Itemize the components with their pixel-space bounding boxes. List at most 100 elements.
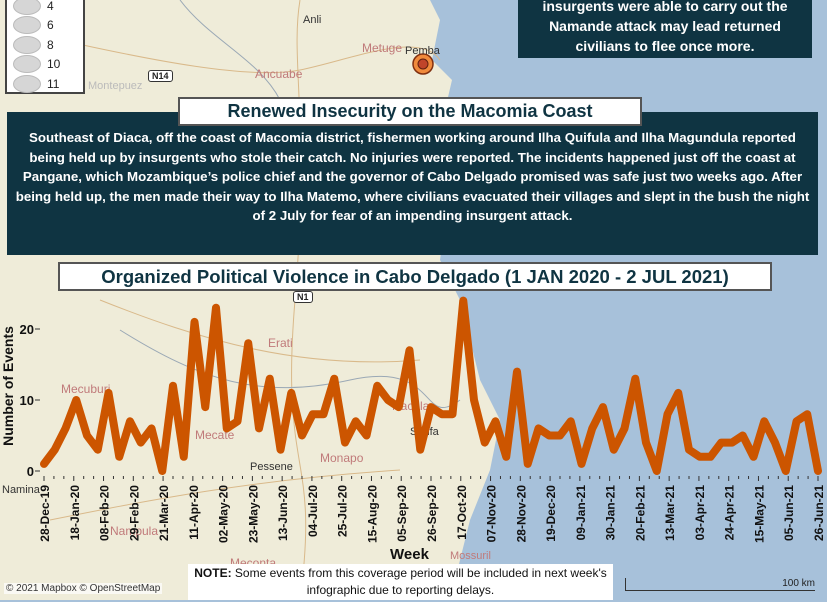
x-tick-label: 20-Feb-21 [633,485,647,541]
data-point [750,453,757,460]
place-label: Pemba [405,45,440,57]
road-shield: N14 [148,70,173,82]
data-point [557,432,563,439]
data-point [718,439,725,446]
note-box: NOTE: Some events from this coverage per… [188,564,613,600]
data-point [524,460,531,467]
data-point [84,432,90,439]
data-point [804,411,811,418]
data-point [675,389,682,396]
place-label: Mossuril [450,550,491,562]
legend-circle-icon [13,16,41,35]
callout-line: insurgents were able to carry out the [542,0,788,14]
x-tick-label: 05-Jun-21 [782,485,796,541]
data-point [94,446,101,453]
data-point [213,304,219,311]
note-text: Some events from this coverage period wi… [231,566,607,597]
y-tick-label: 10 [20,393,34,408]
data-point [277,446,284,453]
data-point [449,411,456,418]
x-tick-label: 15-May-21 [752,485,766,543]
x-tick-label: 04-Jul-20 [306,485,320,537]
x-tick-label: 15-Aug-20 [365,485,379,543]
legend-item: 8 [7,35,83,55]
legend-item: 4 [7,0,83,16]
callout-box: insurgents were able to carry out the Na… [518,0,812,58]
data-point [223,425,230,432]
x-tick-label: 18-Jan-20 [68,485,82,541]
x-tick-label: 11-Apr-20 [187,485,201,540]
data-point [363,432,370,439]
place-label: Pessene [250,461,293,473]
y-tick-label: 20 [20,322,34,337]
data-point [256,425,262,432]
data-point [729,439,735,446]
chart-title: Organized Political Violence in Cabo Del… [58,262,772,291]
x-tick-label: 26-Jun-21 [812,485,826,541]
story-text: Southeast of Diaca, off the coast of Mac… [15,130,810,224]
data-point [234,418,241,425]
data-point [191,318,198,325]
event-marker-core [417,58,429,70]
x-tick-label: 30-Jan-21 [604,485,618,541]
data-point [374,382,381,389]
legend-circle-icon [13,35,41,54]
x-tick-label: 28-Nov-20 [514,485,528,543]
data-point [653,468,660,474]
data-point [288,389,295,396]
x-tick-label: 23-May-20 [246,485,260,543]
data-point [62,425,69,432]
x-tick-label: 05-Sep-20 [395,485,409,542]
data-point [793,418,800,425]
data-point [137,439,144,446]
data-point [299,432,305,439]
data-point [438,411,445,418]
x-tick-label: 03-Apr-21 [693,485,707,541]
data-point [761,418,768,425]
data-point [51,446,58,453]
data-point [170,382,176,389]
data-point [632,375,639,382]
data-point [105,389,112,396]
callout-line: civilians to flee once more. [575,38,755,54]
data-point [696,453,703,460]
x-tick-label: 13-Mar-21 [663,485,677,541]
data-point [309,411,316,418]
legend-label: 6 [47,18,54,33]
data-point [621,425,628,432]
callout-line: Namande attack may lead returned [549,18,781,34]
data-point [739,432,746,439]
events-line [40,296,822,475]
legend-item: 6 [7,16,83,36]
x-tick-label: 25-Jul-20 [336,485,350,537]
data-point [428,404,434,411]
data-point [578,460,585,467]
data-point [417,446,424,453]
data-point [535,425,542,432]
data-point [73,397,80,403]
legend-circle-icon [13,0,41,15]
place-label: Metuge [362,41,403,55]
place-label: Mecuburi [61,382,111,396]
data-point [331,375,338,382]
data-point [686,446,692,453]
x-tick-label: 08-Feb-20 [98,485,112,541]
data-point [610,446,617,453]
y-tick-label: 0 [27,464,34,479]
place-label: Monapo [320,451,364,465]
data-point [159,468,166,474]
map-attribution[interactable]: © 2021 Mapbox © OpenStreetMap [4,583,163,594]
data-point [600,404,606,411]
x-tick-label: 26-Sep-20 [425,485,439,542]
data-point [352,418,359,425]
data-point [772,439,778,446]
legend-label: 10 [47,57,61,72]
place-label: Nampula [110,524,159,538]
x-tick-label: 29-Feb-20 [127,485,141,541]
place-label: Namina [2,484,40,496]
data-point [180,453,187,460]
legend-label: 8 [47,37,54,52]
data-point [116,453,123,460]
legend-item: 10 [7,55,83,75]
note-label: NOTE: [194,566,232,580]
